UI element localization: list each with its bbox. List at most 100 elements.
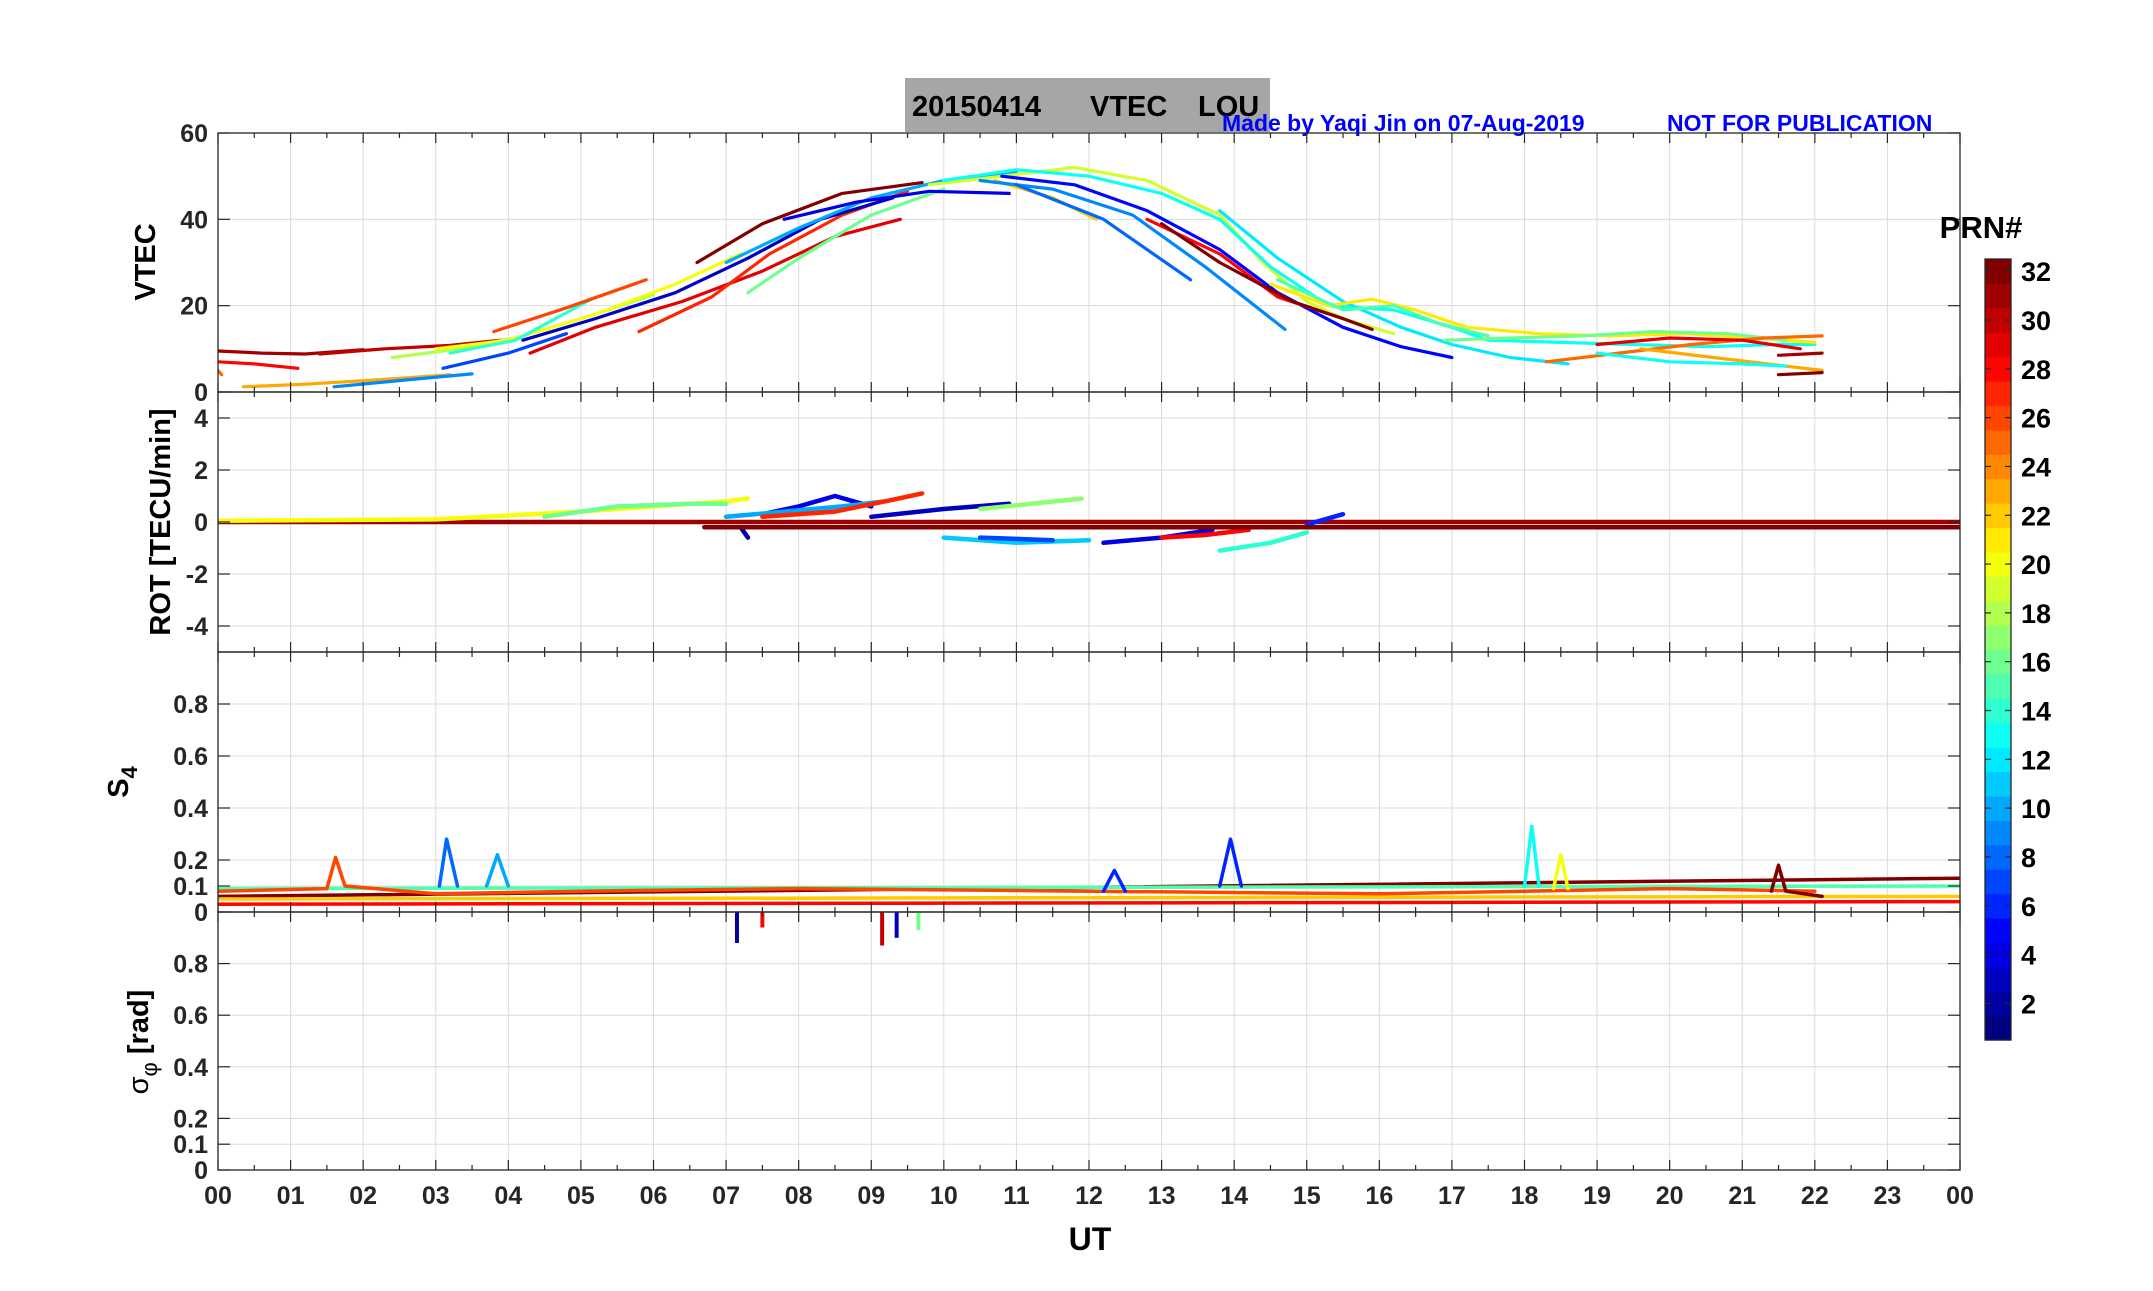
y-axis-label-sigma_phi: σφ [rad] (123, 990, 162, 1095)
xtick-label: 11 (1003, 1182, 1030, 1210)
series-prn-17 (977, 496, 1084, 512)
series-prn-25 (1544, 334, 1824, 364)
colorbar-tick-label: 28 (2021, 355, 2051, 385)
ytick-label: 0 (194, 509, 208, 537)
series-prn-16 (746, 187, 946, 295)
series-prn-16 (542, 501, 729, 520)
xtick-label: 09 (857, 1182, 885, 1210)
series-prn-4 (782, 189, 1011, 221)
colorbar-swatch-11 (1985, 771, 2011, 797)
series-prn-28 (218, 360, 300, 370)
colorbar-tick-label: 2 (2021, 989, 2036, 1019)
ytick-label: 0 (194, 899, 208, 927)
xtick-label: 06 (640, 1182, 668, 1210)
ytick-label: 0.1 (173, 1131, 208, 1159)
series-prn-32 (1159, 222, 1374, 331)
series-prn-8 (1014, 183, 1193, 282)
colorbar-swatch-3 (1985, 966, 2011, 992)
series-prn-11 (941, 535, 1092, 546)
xtick-label: 04 (494, 1182, 522, 1210)
colorbar-swatch-7 (1985, 869, 2011, 895)
ytick-label: 40 (180, 206, 208, 234)
ytick-label: 4 (194, 405, 208, 433)
xtick-label: 19 (1583, 1182, 1611, 1210)
series-prn-20 (218, 496, 751, 523)
series-prn-6 (1101, 868, 1128, 893)
panel-vtec: 0 20 40 60 VTEC (130, 120, 1961, 407)
xtick-label: 07 (712, 1182, 740, 1210)
series-prn-14 (1217, 530, 1310, 553)
colorbar-swatch-31 (1985, 283, 2011, 309)
series-prn-26 (492, 278, 648, 334)
data-layer-vtec (218, 165, 1824, 389)
title-station: LOU (1198, 91, 1259, 123)
colorbar-tick-label: 22 (2021, 501, 2051, 531)
xtick-label: 23 (1874, 1182, 1902, 1210)
xtick-label: 21 (1728, 1182, 1756, 1210)
ytick-label: 0 (194, 1157, 208, 1185)
colorbar-tick-label: 24 (2021, 452, 2051, 482)
series-prn-3 (521, 196, 895, 342)
colorbar-tick-label: 18 (2021, 599, 2051, 629)
series-prn-32 (1769, 863, 1824, 899)
series-prn-12 (1218, 209, 1570, 366)
series-prn-20 (434, 252, 743, 351)
ytick-label: 0 (194, 379, 208, 407)
series-prn-27 (637, 189, 910, 334)
xtick-label: 10 (930, 1182, 958, 1210)
colorbar-swatch-5 (1985, 917, 2011, 943)
xtick-label: 12 (1075, 1182, 1103, 1210)
ytick-label: 0.2 (173, 847, 208, 875)
series-prn-21 (1268, 282, 1817, 344)
series-prn-14 (448, 295, 598, 355)
x-axis-label: UT (1069, 1221, 1112, 1257)
series-prn-3 (869, 501, 1012, 520)
ytick-label: 0.8 (173, 951, 208, 979)
series-prn-23 (241, 373, 452, 389)
series-prn-16 (1443, 330, 1788, 342)
xtick-label: 08 (785, 1182, 813, 1210)
colorbar-swatch-9 (1985, 820, 2011, 846)
xtick-label: 05 (567, 1182, 595, 1210)
colorbar-tick-label: 12 (2021, 745, 2051, 775)
xtick-label: 18 (1511, 1182, 1539, 1210)
ytick-label: 0.6 (173, 743, 208, 771)
series-prn-32 (695, 181, 924, 265)
xtick-label: 20 (1656, 1182, 1684, 1210)
series-prn-9 (978, 178, 1287, 331)
colorbar-tick-label: 10 (2021, 794, 2051, 824)
ytick-label: 2 (194, 457, 208, 485)
credit-text: Made by Yaqi Jin on 07-Aug-2019 (1222, 110, 1585, 136)
colorbar-title: PRN# (1940, 210, 2023, 245)
series-prn-10 (484, 853, 511, 888)
xtick-label: 17 (1438, 1182, 1466, 1210)
xtick-label: 03 (422, 1182, 450, 1210)
data-layer-sigma_phi (734, 912, 921, 946)
series-prn-13 (1522, 824, 1541, 888)
xtick-label: 16 (1365, 1182, 1393, 1210)
series-prn-15 (1276, 278, 1490, 338)
series-prn-13 (1595, 351, 1788, 368)
series-prn-6 (1217, 837, 1244, 888)
series-prn-32 (1776, 371, 1824, 377)
colorbar-swatch-1 (1985, 1015, 2011, 1041)
panel-sigma_phi: 00.10.2 0.4 0.6 0.8 σφ [rad] 00 01 02 03 04 05 06 07… (123, 911, 1974, 1210)
colorbar-tick-label: 6 (2021, 892, 2036, 922)
title-product: VTEC (1090, 91, 1167, 123)
colorbar-swatch-21 (1985, 527, 2011, 553)
xtick-label: 00 (1946, 1182, 1974, 1210)
panel-s4: 00.10.2 0.4 0.6 0.8 S4 (103, 651, 1961, 927)
xtick-label: 22 (1801, 1182, 1829, 1210)
colorbar-swatch-13 (1985, 722, 2011, 748)
colorbar-tick-label: 30 (2021, 306, 2051, 336)
xtick-label: 02 (349, 1182, 377, 1210)
colorbar-swatch-29 (1985, 332, 2011, 358)
colorbar-tick-label: 14 (2021, 697, 2051, 727)
colorbar-swatch-23 (1985, 478, 2011, 504)
colorbar-tick-label: 8 (2021, 843, 2036, 873)
ytick-label: -4 (186, 613, 208, 641)
publication-notice: NOT FOR PUBLICATION (1667, 110, 1932, 136)
panel-rot: -4 -2 0 2 4 ROT [TECU/min] (145, 391, 1961, 653)
series-prn-29 (528, 217, 902, 355)
